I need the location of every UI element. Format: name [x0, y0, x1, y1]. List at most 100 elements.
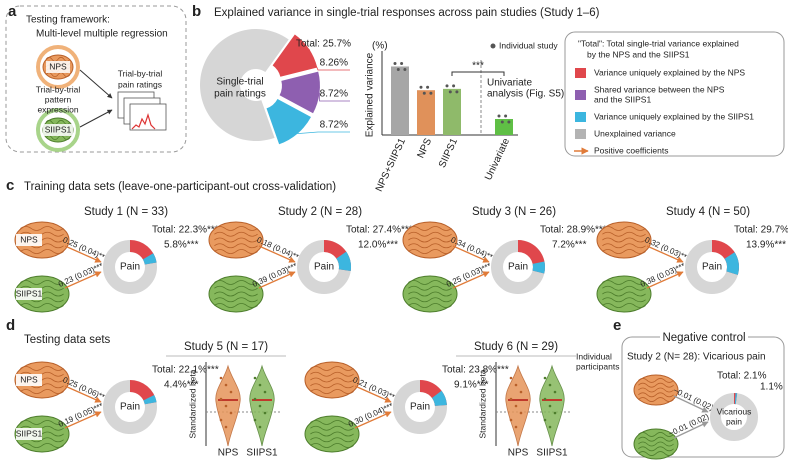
brain-fold [20, 226, 64, 231]
legend-label: Variance uniquely explained by the SIIPS… [594, 111, 754, 121]
brain-fold [20, 303, 64, 308]
panel-letter: e [613, 317, 621, 334]
brain-fold [408, 291, 452, 297]
label: Single-trial [216, 77, 263, 88]
siips-label: 5.8%*** [164, 240, 199, 251]
study-dot [422, 91, 426, 95]
arrow [354, 385, 392, 403]
participant-dot [509, 418, 513, 422]
violin [539, 364, 565, 447]
study-title: Study 6 (N = 29) [474, 341, 558, 353]
brain-fold [214, 291, 258, 297]
title-bg [660, 331, 748, 345]
framework-box [5, 5, 187, 153]
brain-fold [638, 382, 674, 388]
participant-dot [509, 376, 513, 380]
participant-dot [219, 418, 223, 422]
arrow [646, 271, 684, 289]
participant-dot [519, 390, 523, 394]
participant-dot [543, 397, 547, 401]
participant-dot [258, 383, 262, 387]
segment-label: 8.72% [320, 89, 348, 100]
study-dot [452, 84, 456, 88]
brain-fold [310, 431, 354, 437]
brain-fold [602, 243, 646, 249]
panel-letter: c [6, 177, 14, 194]
coefficient: 0.34 (0.04)*** [449, 235, 497, 263]
brain-fold [214, 237, 258, 243]
coefficient: −0.01 (0.02) [667, 412, 710, 439]
coefficient: 0.25 (0.03)*** [445, 261, 493, 289]
legend-label: Individual study [499, 40, 558, 50]
leader-line [297, 131, 350, 135]
center-label: Vicarious [717, 406, 752, 416]
brain-fold [408, 249, 452, 254]
brain-tag [46, 61, 70, 73]
label: Trial-by-trial [118, 68, 163, 78]
arrow [673, 421, 709, 439]
x-tick-label: SIIPS1 [536, 448, 568, 459]
brain-fold [310, 437, 354, 443]
sig-bracket [451, 71, 505, 76]
participant-dot [509, 397, 513, 401]
brain-fold [310, 366, 354, 371]
brain-fold [310, 420, 354, 425]
study-dot [400, 61, 404, 65]
siips-label: 1.1% [760, 382, 783, 393]
siips-segment [724, 252, 739, 275]
participant-dot [519, 411, 523, 415]
brain-fold [602, 249, 646, 254]
brain-tag [16, 234, 42, 246]
brain-fold [408, 297, 452, 303]
bar [391, 66, 409, 135]
brain-fold [214, 243, 258, 249]
label: pain ratings [214, 89, 266, 100]
brain-fold [214, 285, 258, 291]
x-tick-label: SIIPS1 [437, 136, 460, 169]
arrow [79, 69, 113, 99]
study-dot [507, 120, 511, 124]
participant-dot [514, 425, 518, 429]
legend-label: Variance uniquely explained by the NPS [594, 67, 745, 77]
study-dot [500, 120, 504, 124]
brain-icon [402, 221, 458, 259]
brain-fold [310, 443, 354, 448]
arrow [452, 271, 490, 289]
study-dot [403, 67, 407, 71]
panel-title: Training data sets (leave-one-participan… [24, 181, 336, 193]
siips-label: 12.0%*** [358, 240, 398, 251]
center-label: Pain [410, 402, 430, 413]
brain-fold [310, 371, 354, 377]
arrow [354, 411, 392, 429]
brain-fold [45, 72, 71, 78]
coefficient: 0.19 (0.05)*** [57, 401, 105, 429]
total-label: Total: 27.4%*** [346, 225, 413, 236]
arrow [64, 385, 102, 403]
brain-fold [602, 280, 646, 285]
brain-fold [408, 243, 452, 249]
brain-fold [638, 397, 674, 402]
coefficient: 0.32 (0.03)*** [643, 235, 691, 263]
participant-dot [253, 418, 257, 422]
participant-dot [224, 425, 228, 429]
x-tick-label: NPS+SIIPS1 [374, 136, 408, 193]
label: Trial-by-trial [36, 84, 81, 94]
coefficient: 0.25 (0.04)*** [61, 235, 109, 263]
y-axis-label: Explained variance [365, 52, 376, 137]
arrow [673, 395, 709, 413]
arrow [646, 245, 684, 263]
legend-swatch [575, 129, 586, 139]
note: participants [576, 361, 619, 371]
participant-dot [258, 425, 262, 429]
study-title: Study 3 (N = 26) [472, 206, 556, 218]
study-dot [396, 67, 400, 71]
study-dot [455, 90, 459, 94]
note: Individual [576, 351, 612, 361]
participant-dot [548, 383, 552, 387]
arrow [79, 109, 113, 128]
brain-fold [638, 387, 674, 393]
total-label: Total: 22.3%*** [152, 225, 219, 236]
unexplained-segment [200, 29, 289, 141]
participant-dot [224, 404, 228, 408]
violin [249, 364, 275, 447]
